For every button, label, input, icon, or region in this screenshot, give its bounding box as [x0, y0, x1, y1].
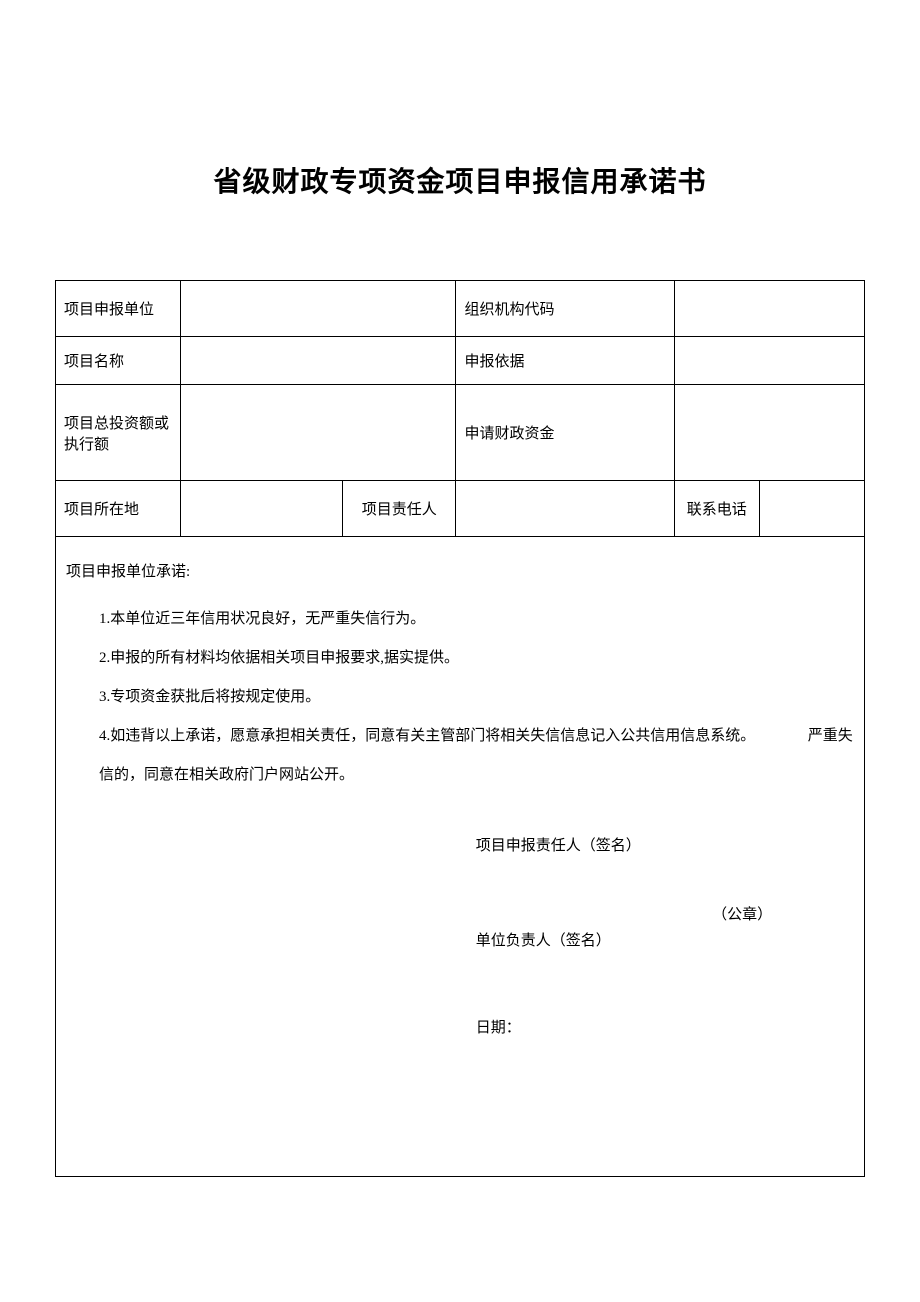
value-location[interactable] [181, 481, 343, 537]
value-basis[interactable] [674, 337, 864, 385]
label-total-investment: 项目总投资额或执行额 [56, 385, 181, 481]
label-project-name: 项目名称 [56, 337, 181, 385]
label-contact-phone: 联系电话 [674, 481, 759, 537]
form-table: 项目申报单位 组织机构代码 项目名称 申报依据 项目总投资额或执行额 申请财政资… [55, 280, 865, 1177]
signature-block: 项目申报责任人（签名） 单位负责人（签名） （公章） 日期： [66, 827, 854, 1048]
row-commitment: 项目申报单位承诺: 1.本单位近三年信用状况良好，无严重失信行为。 2.申报的所… [56, 537, 865, 1177]
seal-label: （公章） [712, 896, 854, 961]
label-org-code: 组织机构代码 [456, 281, 674, 337]
label-location: 项目所在地 [56, 481, 181, 537]
value-apply-funds[interactable] [674, 385, 864, 481]
label-applicant-unit: 项目申报单位 [56, 281, 181, 337]
value-applicant-unit[interactable] [181, 281, 456, 337]
value-contact-phone[interactable] [759, 481, 864, 537]
row-project-name: 项目名称 申报依据 [56, 337, 865, 385]
responsible-sign-label: 项目申报责任人（签名） [476, 827, 712, 866]
label-responsible-person: 项目责任人 [343, 481, 456, 537]
commitment-block: 项目申报单位承诺: 1.本单位近三年信用状况良好，无严重失信行为。 2.申报的所… [66, 553, 854, 1048]
commitment-list: 1.本单位近三年信用状况良好，无严重失信行为。 2.申报的所有材料均依据相关项目… [66, 600, 854, 795]
commitment-item: 4.如违背以上承诺，愿意承担相关责任，同意有关主管部门将相关失信信息记入公共信用… [99, 717, 854, 795]
page-title: 省级财政专项资金项目申报信用承诺书 [55, 160, 865, 200]
value-responsible-person[interactable] [456, 481, 674, 537]
unit-head-sign-label: 单位负责人（签名） [476, 922, 712, 961]
commitment-item: 3.专项资金获批后将按规定使用。 [99, 678, 854, 717]
label-apply-funds: 申请财政资金 [456, 385, 674, 481]
value-total-investment[interactable] [181, 385, 456, 481]
row-investment: 项目总投资额或执行额 申请财政资金 [56, 385, 865, 481]
commitment-item: 1.本单位近三年信用状况良好，无严重失信行为。 [99, 600, 854, 639]
row-applicant-unit: 项目申报单位 组织机构代码 [56, 281, 865, 337]
date-label: 日期： [476, 1009, 712, 1048]
value-org-code[interactable] [674, 281, 864, 337]
commitment-heading: 项目申报单位承诺: [66, 553, 854, 592]
label-basis: 申报依据 [456, 337, 674, 385]
value-project-name[interactable] [181, 337, 456, 385]
row-location: 项目所在地 项目责任人 联系电话 [56, 481, 865, 537]
commitment-item: 2.申报的所有材料均依据相关项目申报要求,据实提供。 [99, 639, 854, 678]
